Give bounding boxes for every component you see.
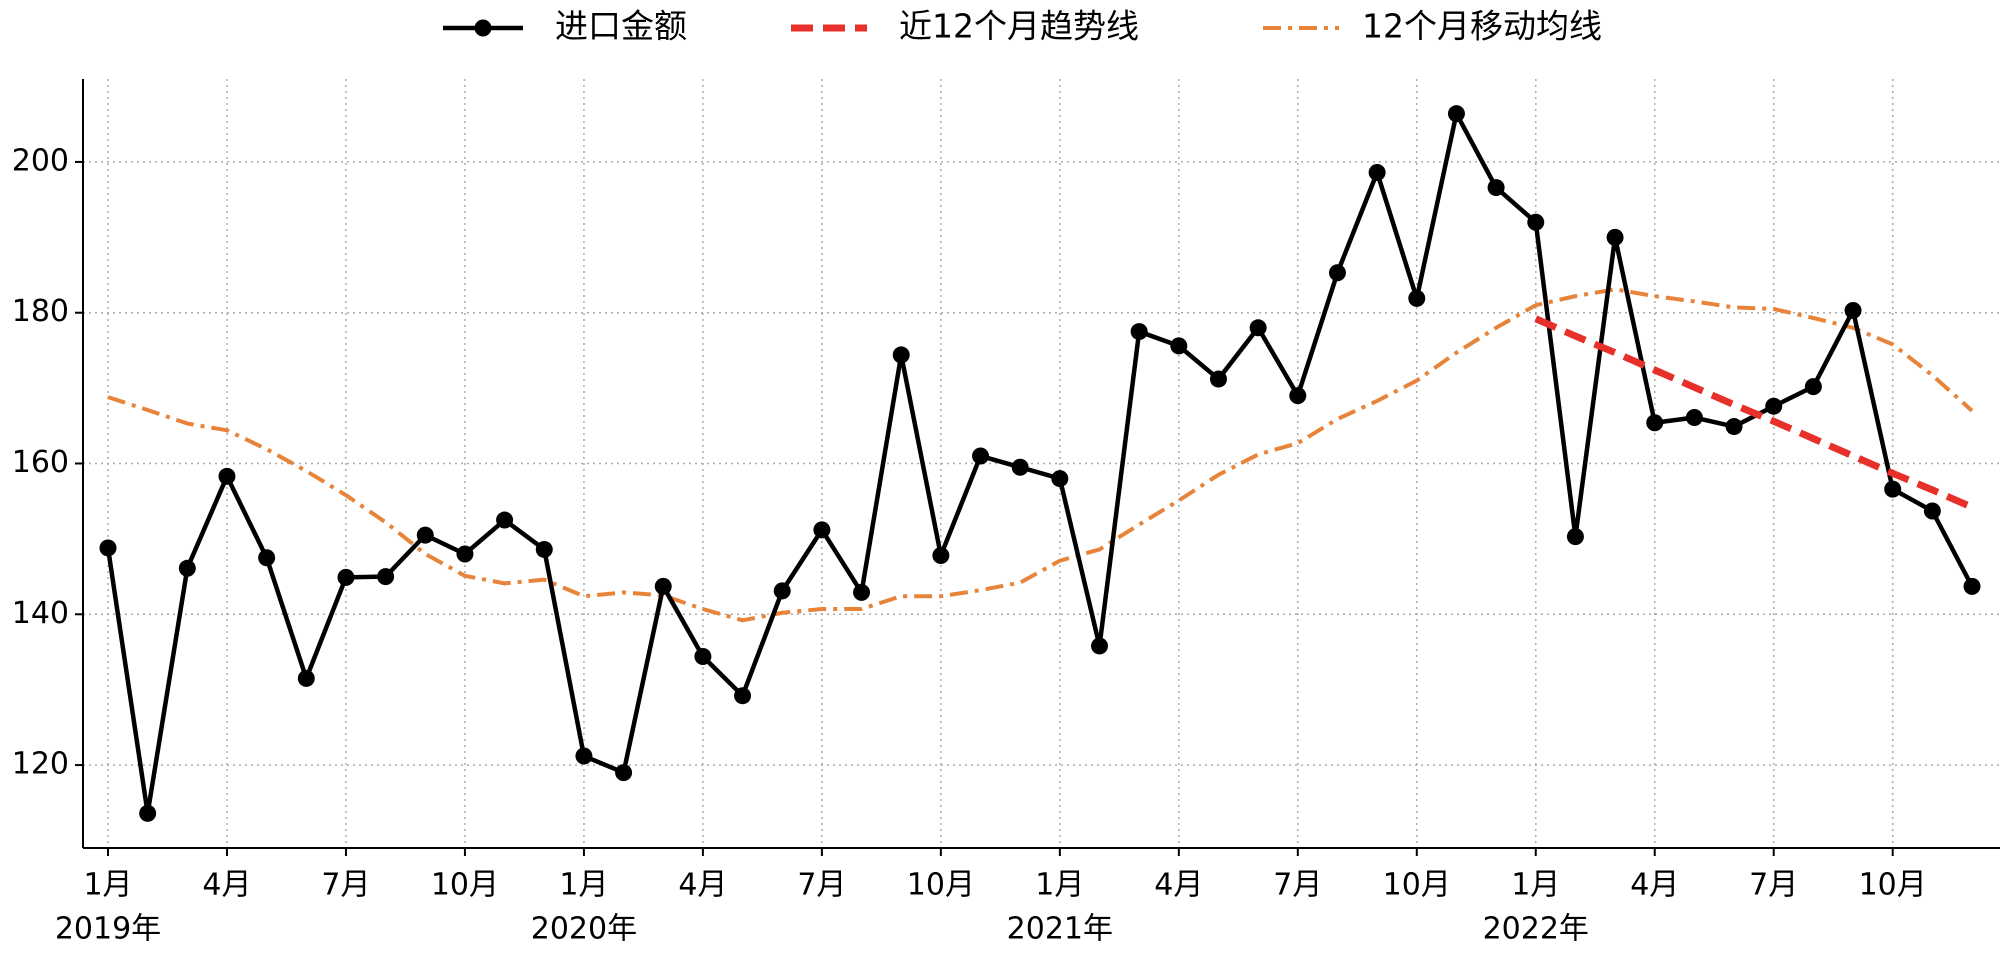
data-point — [1289, 387, 1307, 405]
data-point — [1765, 397, 1783, 415]
x-tick-label: 7月 — [321, 868, 370, 903]
data-point — [1249, 319, 1267, 337]
y-tick-label: 180 — [12, 294, 69, 329]
x-tick-label: 4月 — [202, 868, 251, 903]
data-point — [575, 747, 593, 765]
data-point — [892, 346, 910, 364]
y-tick-label: 120 — [12, 747, 69, 782]
data-point — [139, 804, 157, 822]
data-point — [258, 549, 276, 567]
x-year-label: 2020年 — [531, 912, 637, 947]
data-point — [1170, 337, 1188, 355]
legend-label: 近12个月趋势线 — [899, 7, 1139, 46]
data-point — [1130, 323, 1148, 341]
series-line — [1534, 315, 1974, 511]
data-point — [1209, 370, 1227, 388]
legend-label: 12个月移动均线 — [1362, 7, 1602, 46]
x-tick-label: 4月 — [1630, 868, 1679, 903]
data-point — [297, 669, 315, 687]
y-tick-label: 200 — [12, 143, 69, 178]
data-point — [1011, 458, 1029, 476]
data-point — [1725, 418, 1743, 436]
x-tick-label: 10月 — [1859, 868, 1927, 903]
data-point — [1804, 378, 1822, 396]
data-point — [1923, 502, 1941, 520]
x-tick-label: 10月 — [1383, 868, 1451, 903]
x-tick-label: 7月 — [1749, 868, 1798, 903]
y-tick-label: 140 — [12, 596, 69, 631]
series-line — [107, 287, 1974, 623]
x-tick-label: 4月 — [678, 868, 727, 903]
data-point — [1091, 637, 1108, 655]
data-point — [1566, 528, 1584, 546]
legend-marker — [474, 19, 492, 37]
x-tick-label: 7月 — [1273, 868, 1322, 903]
legend-label: 进口金额 — [555, 7, 687, 46]
x-tick-label: 7月 — [797, 868, 846, 903]
data-point — [813, 521, 831, 539]
data-point — [1328, 264, 1346, 282]
data-point — [1646, 414, 1664, 432]
data-point — [932, 546, 950, 564]
data-point — [1884, 480, 1902, 498]
data-point — [853, 583, 871, 601]
x-year-label: 2021年 — [1007, 912, 1113, 947]
x-tick-label: 1月 — [1511, 868, 1560, 903]
data-point — [1051, 470, 1069, 488]
legend: 进口金额 近12个月趋势线 12个月移动均线 — [443, 7, 1602, 46]
y-tick-label: 160 — [12, 445, 69, 480]
data-point — [1685, 409, 1703, 427]
data-point — [456, 545, 474, 563]
data-point — [1527, 213, 1545, 231]
data-point — [734, 687, 752, 705]
data-point — [773, 582, 791, 600]
data-point — [654, 577, 672, 595]
x-tick-label: 10月 — [907, 868, 975, 903]
x-tick-label: 10月 — [431, 868, 499, 903]
data-point — [337, 568, 355, 586]
data-point — [1963, 577, 1981, 595]
data-point — [694, 648, 712, 666]
data-point — [1368, 163, 1386, 181]
data-point — [1844, 301, 1862, 319]
data-point — [416, 526, 434, 544]
data-point — [1487, 179, 1505, 197]
data-point — [1606, 228, 1624, 246]
x-tick-label: 1月 — [1035, 868, 1084, 903]
x-tick-label: 1月 — [559, 868, 608, 903]
data-point — [535, 540, 553, 558]
data-point — [1447, 105, 1465, 123]
data-point — [615, 764, 633, 782]
data-point — [972, 447, 990, 465]
data-point — [1408, 289, 1426, 307]
data-point — [377, 568, 395, 586]
x-tick-label: 4月 — [1154, 868, 1203, 903]
data-point — [496, 511, 514, 529]
x-tick-label: 1月 — [83, 868, 132, 903]
data-point — [178, 559, 196, 577]
x-year-label: 2019年 — [55, 912, 161, 947]
data-point — [218, 467, 236, 485]
data-point — [99, 539, 117, 557]
x-year-label: 2022年 — [1483, 912, 1589, 947]
